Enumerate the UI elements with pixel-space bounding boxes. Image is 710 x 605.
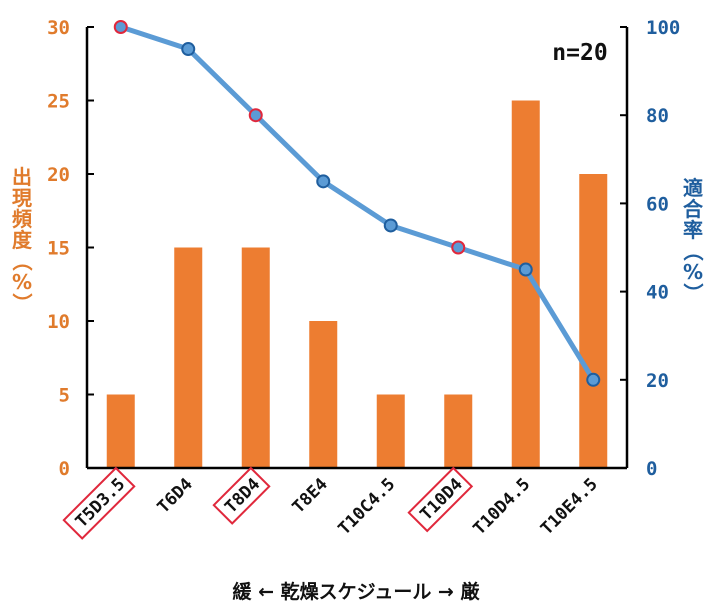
right-axis-label-char: 適	[683, 176, 703, 200]
right-axis-label-char: %	[683, 260, 703, 284]
left-tick-label: 20	[47, 164, 70, 186]
category-highlight-box	[62, 466, 136, 540]
line-point	[316, 174, 331, 189]
bar	[241, 247, 270, 468]
left-tick-label: 30	[47, 17, 70, 39]
category-label: T10C4.5	[334, 474, 399, 539]
right-tick-label: 0	[646, 458, 657, 480]
bar	[376, 394, 405, 468]
left-tick-label: 5	[59, 385, 70, 407]
bar	[309, 321, 338, 468]
bar	[174, 247, 203, 468]
category-label: T6D4	[154, 474, 197, 517]
right-axis-label-char: （	[681, 241, 705, 261]
axes	[85, 27, 629, 470]
line-series	[113, 20, 601, 387]
line-point	[451, 240, 466, 255]
left-axis-ticks: 0 5 10 15 20 25 30	[47, 17, 94, 480]
right-tick-label: 100	[646, 17, 680, 39]
right-tick-label: 20	[646, 370, 669, 392]
line-point	[113, 20, 128, 34]
line-point	[518, 262, 533, 277]
x-axis-label: 緩 ← 乾燥スケジュール → 厳	[233, 580, 481, 603]
bar	[444, 394, 473, 468]
right-axis-ticks: 0 20 40 60 80 100	[620, 17, 680, 480]
left-axis-label-char: 出	[12, 165, 32, 189]
right-tick-label: 40	[646, 282, 669, 304]
right-axis-label-char: ）	[681, 283, 705, 303]
line-path	[118, 24, 596, 383]
left-axis-label-char: 現	[12, 186, 32, 210]
left-tick-label: 0	[59, 458, 70, 480]
bar	[106, 394, 135, 468]
left-tick-label: 25	[47, 91, 70, 113]
category-label: T8E4	[289, 474, 332, 517]
sample-size-annotation: n=20	[552, 40, 607, 66]
left-axis-label-char: %	[12, 270, 32, 294]
category-label: T10D4.5	[469, 474, 534, 539]
right-axis-label-char: 合	[683, 197, 704, 221]
left-tick-label: 10	[47, 311, 70, 333]
line-point	[181, 42, 196, 57]
bar-series	[106, 100, 608, 468]
category-highlight-box	[212, 466, 271, 525]
category-labels: T5D3.5 T6D4 T8D4 T8E4 T10C4.5 T10D4 T10D4.5 T10…	[62, 466, 602, 540]
left-tick-label: 15	[47, 238, 70, 260]
category-highlight-box	[407, 466, 474, 533]
category-label: T10E4.5	[537, 474, 602, 539]
category-label: T8D4	[221, 474, 264, 517]
line-point	[586, 372, 601, 387]
right-axis-label: 適合率（%）	[681, 176, 705, 303]
right-tick-label: 60	[646, 193, 669, 215]
left-axis-label-char: 度	[12, 228, 33, 252]
right-axis-label-char: 率	[683, 218, 703, 242]
left-axis-label-char: 頻	[12, 207, 32, 231]
left-axis-label-char: ）	[10, 293, 34, 313]
line-point	[248, 108, 263, 123]
line-point	[383, 218, 398, 233]
right-tick-label: 80	[646, 105, 669, 127]
bar	[579, 174, 608, 468]
left-axis-label-char: （	[10, 251, 34, 271]
